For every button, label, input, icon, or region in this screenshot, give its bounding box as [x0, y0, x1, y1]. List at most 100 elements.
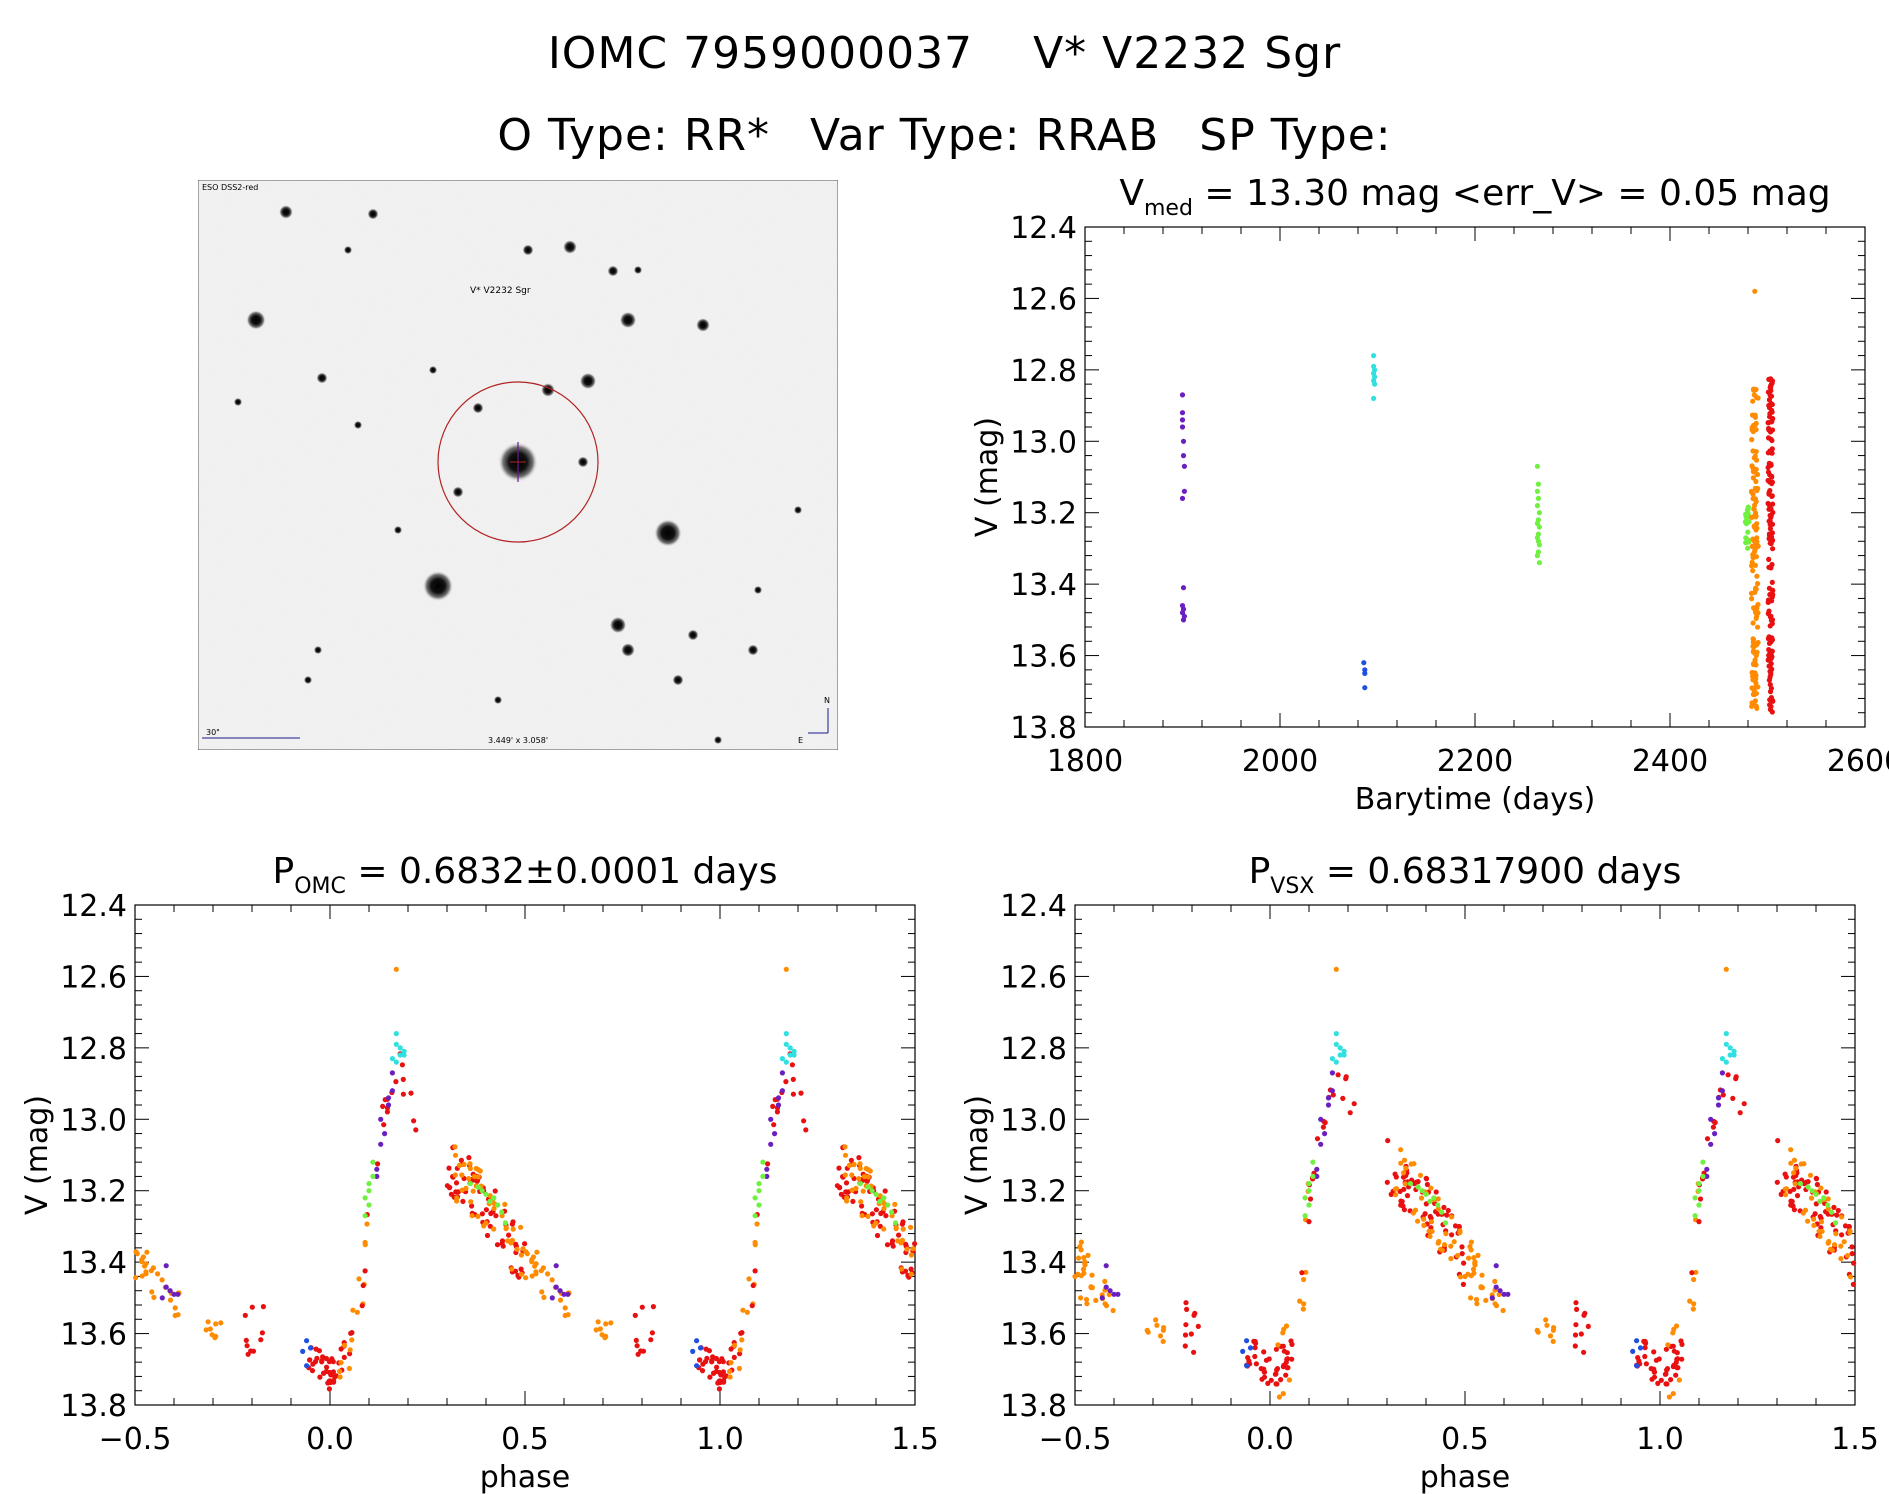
data-point: [892, 1201, 898, 1207]
data-point: [774, 1109, 781, 1115]
data-point: [1643, 1361, 1649, 1367]
data-point: [341, 1342, 348, 1348]
plot-frame: [1074, 904, 1856, 1406]
data-point: [791, 1048, 797, 1054]
y-tick-label: 13.0: [1010, 425, 1077, 460]
data-point: [903, 1241, 909, 1247]
data-point: [1850, 1281, 1856, 1287]
data-point: [1183, 1322, 1189, 1328]
data-point: [1814, 1181, 1820, 1188]
data-point: [203, 1327, 209, 1333]
data-point: [1179, 495, 1186, 501]
data-point: [890, 1243, 896, 1249]
data-point: [1261, 1366, 1267, 1372]
data-point: [1329, 1070, 1335, 1076]
data-point: [1347, 1110, 1353, 1116]
finder-star: [313, 645, 323, 655]
data-point: [1435, 1240, 1441, 1246]
y-tick-label: 12.8: [1010, 354, 1077, 389]
data-point: [483, 1191, 489, 1197]
data-point: [728, 1360, 734, 1366]
finder-star: [753, 585, 763, 595]
data-point: [850, 1198, 856, 1204]
finder-star: [579, 372, 597, 390]
data-point: [375, 1161, 381, 1167]
data-point: [1180, 453, 1187, 459]
data-point: [1444, 1212, 1450, 1218]
data-point: [791, 1052, 797, 1058]
x-tick-label: 0.0: [306, 1422, 354, 1457]
data-point: [1449, 1214, 1455, 1220]
data-point: [746, 1276, 752, 1282]
data-point: [1435, 1196, 1441, 1202]
data-point: [1807, 1172, 1814, 1178]
data-point: [1754, 544, 1760, 550]
data-point: [1767, 540, 1773, 546]
data-point: [1690, 1306, 1696, 1312]
data-point: [1402, 1181, 1408, 1187]
data-point: [873, 1191, 879, 1197]
data-point: [1793, 1165, 1799, 1171]
data-point: [768, 1116, 774, 1122]
finder-star: [428, 365, 438, 375]
data-point: [912, 1241, 918, 1247]
data-point: [1788, 1147, 1794, 1153]
data-point: [1753, 478, 1759, 485]
data-point: [1371, 395, 1377, 401]
plot-title: Vmed = 13.30 mag <err_V> = 0.05 mag: [1119, 173, 1830, 221]
data-point: [1775, 1138, 1781, 1144]
data-point: [1441, 1242, 1448, 1248]
scale-label: 30": [206, 728, 220, 737]
finder-star: [393, 525, 403, 535]
data-point: [370, 1159, 376, 1165]
data-point: [1408, 1161, 1414, 1167]
data-point: [309, 1368, 316, 1374]
data-point: [1534, 553, 1540, 559]
data-point: [756, 1188, 762, 1194]
data-point: [1449, 1232, 1455, 1238]
y-tick-label: 12.6: [1010, 282, 1077, 317]
data-point: [1297, 1298, 1303, 1304]
data-point: [1746, 519, 1752, 525]
data-point: [790, 1091, 797, 1097]
data-point: [1770, 501, 1776, 507]
data-point: [899, 1266, 905, 1272]
x-tick-label: 2600: [1827, 744, 1889, 779]
data-point: [242, 1312, 248, 1318]
data-point: [731, 1354, 737, 1360]
data-point: [1651, 1366, 1657, 1372]
data-point: [1813, 1191, 1819, 1197]
data-point: [538, 1268, 544, 1274]
data-point: [1493, 1263, 1499, 1269]
data-point: [393, 1031, 399, 1037]
data-point: [393, 1059, 399, 1065]
data-point: [752, 1268, 758, 1274]
data-point: [1753, 585, 1759, 591]
data-point: [520, 1246, 526, 1252]
data-point: [401, 1048, 407, 1054]
data-point: [155, 1271, 161, 1277]
y-tick-label: 12.8: [60, 1032, 127, 1067]
data-point: [1314, 1136, 1321, 1142]
data-point: [1273, 1346, 1279, 1352]
data-point: [149, 1289, 155, 1295]
data-point: [908, 1252, 915, 1258]
data-point: [720, 1369, 727, 1375]
data-point: [1825, 1240, 1831, 1246]
data-point: [529, 1273, 535, 1279]
data-point: [1505, 1291, 1511, 1297]
data-point: [1080, 1266, 1087, 1272]
data-point: [469, 1213, 475, 1219]
data-point: [522, 1241, 528, 1247]
data-point: [1751, 537, 1757, 543]
data-point: [768, 1141, 774, 1147]
data-point: [1468, 1295, 1474, 1301]
data-point: [1550, 1338, 1556, 1344]
data-point: [1782, 1171, 1788, 1177]
data-point: [1674, 1356, 1680, 1362]
data-point: [1421, 1222, 1427, 1228]
data-point: [1765, 500, 1771, 507]
data-point: [243, 1337, 249, 1343]
data-point: [1817, 1198, 1823, 1204]
data-point: [467, 1165, 473, 1172]
